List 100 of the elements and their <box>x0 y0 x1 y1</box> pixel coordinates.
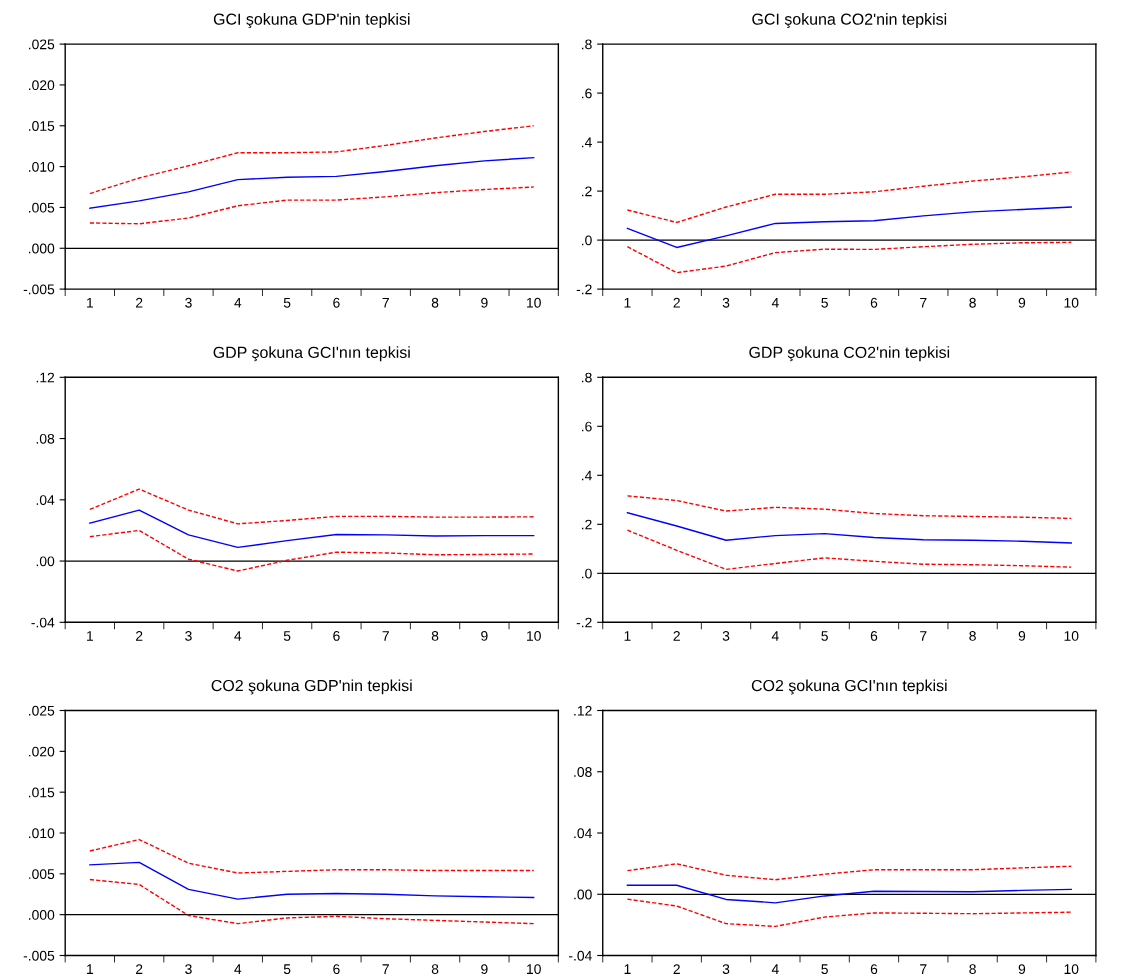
y-tick-label: .00 <box>574 889 592 900</box>
x-tick-label: 3 <box>185 631 192 641</box>
y-tick-label: -.2 <box>576 617 592 628</box>
chart-title: GCI şokuna CO2'nin tepkisi <box>752 13 947 29</box>
x-tick-label: 8 <box>969 297 976 308</box>
x-tick-label: 2 <box>136 297 143 308</box>
x-tick-label: 5 <box>821 964 828 975</box>
y-tick-label: .020 <box>29 746 55 757</box>
y-tick-label: -.005 <box>23 284 55 295</box>
x-tick-label: 1 <box>87 631 94 641</box>
y-tick-label: .4 <box>582 137 592 148</box>
y-tick-label: .020 <box>29 80 55 91</box>
y-tick-label: .000 <box>29 910 55 920</box>
x-tick-label: 8 <box>431 964 439 975</box>
x-tick-label: 9 <box>481 964 488 975</box>
chart-title: GDP şokuna CO2'nin tepkisi <box>749 346 950 362</box>
x-tick-label: 8 <box>431 631 439 641</box>
x-tick-label: 1 <box>87 297 94 308</box>
x-tick-label: 3 <box>722 964 730 975</box>
chart-title: CO2 şokuna GDP'nin tepkisi <box>211 679 412 695</box>
chart-title: GDP şokuna GCI'nın tepkisi <box>213 346 410 362</box>
y-tick-label: .010 <box>29 828 55 839</box>
x-tick-label: 3 <box>185 964 192 975</box>
x-tick-label: 7 <box>920 297 927 308</box>
x-tick-label: 7 <box>382 964 389 974</box>
x-tick-label: 4 <box>234 964 242 974</box>
y-tick-label: .04 <box>36 495 55 505</box>
x-tick-label: 10 <box>1064 631 1079 641</box>
y-tick-label: -.2 <box>576 284 592 295</box>
x-tick-label: 5 <box>283 297 291 308</box>
x-tick-label: 6 <box>333 964 340 975</box>
y-tick-label: .00 <box>36 556 55 567</box>
chart-title: GCI şokuna GDP'nin tepkisi <box>213 13 410 29</box>
y-tick-label: .8 <box>582 372 592 383</box>
y-tick-label: .6 <box>582 88 592 99</box>
y-tick-label: .000 <box>29 243 55 254</box>
y-tick-label: .025 <box>29 39 55 50</box>
x-tick-label: 10 <box>527 631 541 641</box>
x-tick-label: 7 <box>920 631 927 641</box>
x-tick-label: 9 <box>1018 631 1026 641</box>
x-tick-label: 2 <box>673 631 680 641</box>
x-tick-label: 9 <box>481 297 488 308</box>
x-tick-label: 6 <box>870 297 878 308</box>
y-tick-label: .0 <box>582 235 592 246</box>
y-tick-label: .6 <box>582 421 592 432</box>
x-tick-label: 5 <box>283 964 291 975</box>
x-tick-label: 1 <box>624 964 631 974</box>
x-tick-label: 2 <box>136 964 143 974</box>
x-tick-label: 4 <box>771 297 779 308</box>
y-tick-label: .2 <box>582 519 592 530</box>
x-tick-label: 5 <box>821 297 828 308</box>
x-tick-label: 7 <box>382 631 389 641</box>
x-tick-label: 3 <box>185 297 192 308</box>
y-tick-label: .0 <box>582 568 592 579</box>
y-tick-label: .2 <box>582 186 592 197</box>
x-tick-label: 5 <box>821 631 828 641</box>
x-tick-label: 2 <box>673 297 680 308</box>
y-tick-label: -.04 <box>31 617 55 628</box>
y-tick-label: .025 <box>29 705 55 716</box>
x-tick-label: 1 <box>87 964 94 974</box>
x-tick-label: 2 <box>673 964 680 974</box>
y-tick-label: -.04 <box>569 950 592 961</box>
x-tick-label: 3 <box>722 631 730 641</box>
x-tick-label: 6 <box>870 631 878 641</box>
x-tick-label: 7 <box>920 964 927 974</box>
y-tick-label: .015 <box>29 121 55 131</box>
x-tick-label: 3 <box>722 297 730 308</box>
chart-title: CO2 şokuna GCI'nın tepkisi <box>751 679 947 695</box>
x-tick-label: 10 <box>1064 297 1079 308</box>
x-tick-label: 10 <box>527 297 541 308</box>
x-tick-label: 6 <box>333 297 340 308</box>
x-tick-label: 8 <box>969 964 976 975</box>
y-tick-label: .005 <box>29 869 55 879</box>
x-tick-label: 9 <box>481 631 488 641</box>
x-tick-label: 4 <box>771 631 779 641</box>
x-tick-label: 2 <box>136 631 143 641</box>
y-tick-label: .12 <box>36 372 55 383</box>
x-tick-label: 1 <box>624 297 631 308</box>
y-tick-label: .08 <box>574 767 592 777</box>
y-tick-label: .12 <box>574 705 592 716</box>
x-tick-label: 4 <box>234 631 242 641</box>
x-tick-label: 4 <box>771 964 779 974</box>
x-tick-label: 10 <box>527 964 541 975</box>
y-tick-label: .04 <box>574 828 592 839</box>
x-tick-label: 8 <box>431 297 439 308</box>
y-tick-label: .8 <box>582 39 592 50</box>
x-tick-label: 10 <box>1064 964 1079 975</box>
x-tick-label: 6 <box>870 964 878 975</box>
y-tick-label: -.005 <box>23 950 55 961</box>
x-tick-label: 8 <box>969 631 976 641</box>
x-tick-label: 9 <box>1018 964 1026 975</box>
x-tick-label: 4 <box>234 297 242 308</box>
x-tick-label: 5 <box>283 631 291 641</box>
y-tick-label: .005 <box>29 202 55 213</box>
x-tick-label: 6 <box>333 631 340 641</box>
x-tick-label: 7 <box>382 297 389 308</box>
x-tick-label: 9 <box>1018 297 1026 308</box>
y-tick-label: .010 <box>29 161 55 172</box>
y-tick-label: .015 <box>29 787 55 798</box>
y-tick-label: .08 <box>36 433 55 444</box>
